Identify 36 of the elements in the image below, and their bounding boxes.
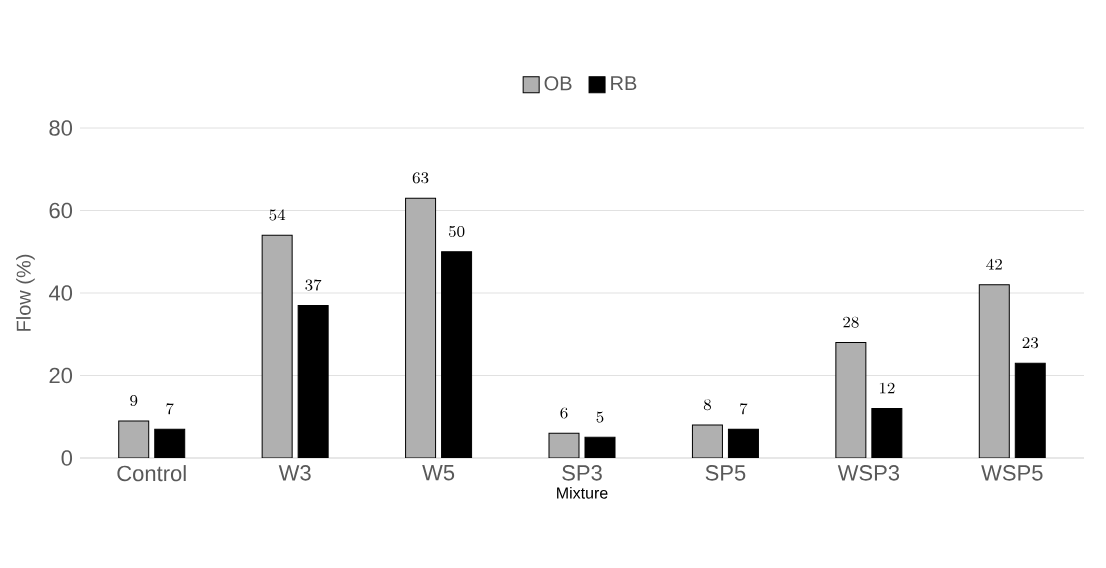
x-tick-label: Control: [117, 465, 186, 482]
data-label: 7: [166, 403, 174, 415]
data-label: 63: [412, 172, 429, 184]
x-tick-label: W3: [278, 465, 311, 481]
y-tick-label: 20: [49, 367, 73, 384]
y-tick-label: 0: [61, 450, 73, 466]
data-label: 7: [740, 403, 748, 415]
x-axis-title: Mixture: [557, 486, 608, 499]
x-tick-label: W5: [422, 465, 455, 481]
y-tick-label: 60: [49, 202, 73, 219]
bar: [691, 424, 723, 458]
legend-label: OB: [544, 76, 572, 91]
y-axis-title: Flow (%): [16, 254, 35, 331]
data-label: 12: [879, 382, 895, 394]
data-label: 42: [986, 258, 1002, 270]
data-label: 28: [843, 316, 859, 328]
data-label: 5: [596, 411, 604, 423]
x-tick-label: SP3: [562, 465, 602, 481]
legend-label: RB: [611, 76, 637, 91]
bar: [118, 420, 150, 458]
bar: [405, 197, 437, 458]
data-label: 54: [269, 209, 286, 221]
x-tick-label: WSP3: [837, 465, 900, 481]
data-label: 9: [130, 395, 138, 407]
x-tick-label: WSP5: [981, 465, 1043, 481]
bar: [978, 284, 1010, 458]
bar: [835, 342, 867, 458]
x-tick-label: SP5: [705, 465, 746, 481]
data-label: 8: [703, 399, 711, 411]
data-label: 37: [305, 279, 322, 291]
data-label: 23: [1022, 337, 1039, 349]
bar: [261, 234, 293, 458]
data-label: 6: [560, 407, 568, 419]
y-tick-label: 40: [48, 285, 73, 301]
y-tick-label: 80: [49, 120, 73, 136]
data-label: 50: [448, 225, 465, 237]
